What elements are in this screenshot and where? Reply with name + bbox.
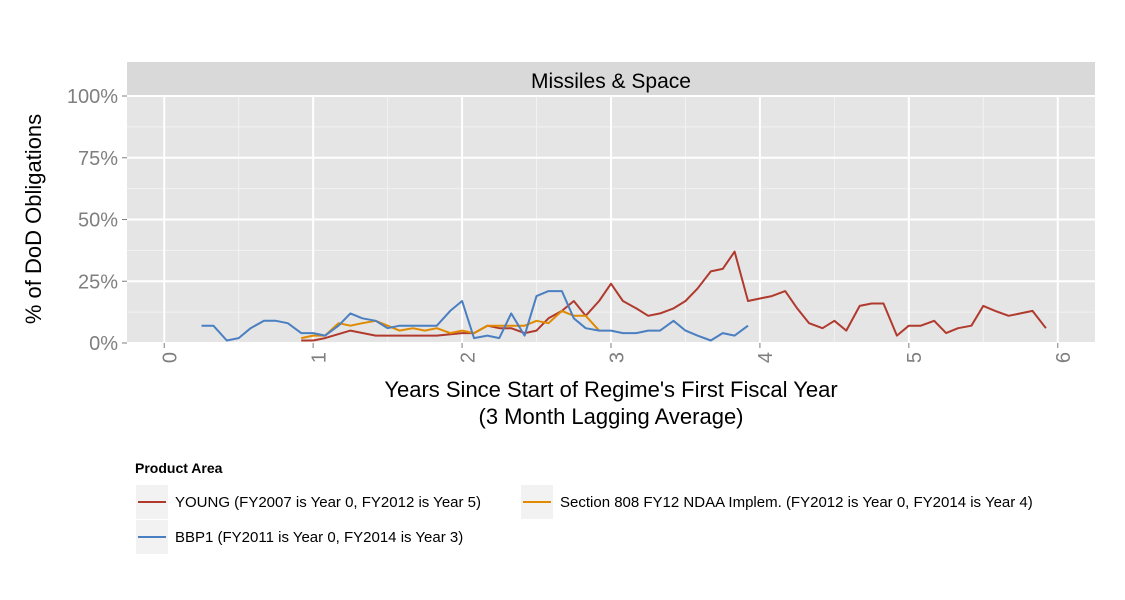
panel-strip — [127, 62, 1095, 96]
y-axis-title: % of DoD Obligations — [21, 114, 46, 324]
series-line-2 — [201, 290, 749, 342]
y-tick-label: 50% — [78, 210, 118, 232]
y-tick-label: 0% — [89, 333, 118, 355]
legend-item-2: BBP1 (FY2011 is Year 0, FY2014 is Year 3… — [136, 520, 463, 554]
x-tick-label: 1 — [308, 352, 330, 363]
y-tick-label: 75% — [78, 148, 118, 170]
legend: YOUNG (FY2007 is Year 0, FY2012 is Year … — [136, 485, 1033, 554]
x-tick-label: 4 — [755, 352, 777, 363]
x-tick-label: 6 — [1053, 352, 1075, 363]
series-layer — [201, 250, 1047, 342]
legend-title: Product Area — [135, 460, 223, 476]
axes: 0% 25% 50% 75% 100% 0 1 2 3 4 5 6 — [67, 86, 1075, 363]
x-tick-label: 3 — [606, 352, 628, 363]
legend-label-0: YOUNG (FY2007 is Year 0, FY2012 is Year … — [175, 494, 481, 511]
x-tick-label: 0 — [160, 352, 182, 363]
x-axis-title-line1: Years Since Start of Regime's First Fisc… — [384, 377, 837, 402]
legend-label-1: Section 808 FY12 NDAA Implem. (FY2012 is… — [560, 494, 1033, 511]
x-tick-label: 5 — [904, 352, 926, 363]
legend-item-1: Section 808 FY12 NDAA Implem. (FY2012 is… — [521, 485, 1033, 519]
legend-label-2: BBP1 (FY2011 is Year 0, FY2014 is Year 3… — [175, 529, 463, 546]
x-tick-label: 2 — [457, 352, 479, 363]
x-axis-title-line2: (3 Month Lagging Average) — [479, 404, 744, 429]
series-line-1 — [300, 309, 600, 340]
legend-item-0: YOUNG (FY2007 is Year 0, FY2012 is Year … — [136, 485, 481, 519]
panel-title: Missiles & Space — [531, 70, 691, 93]
y-tick-label: 25% — [78, 271, 118, 293]
y-tick-label: 100% — [67, 86, 118, 108]
